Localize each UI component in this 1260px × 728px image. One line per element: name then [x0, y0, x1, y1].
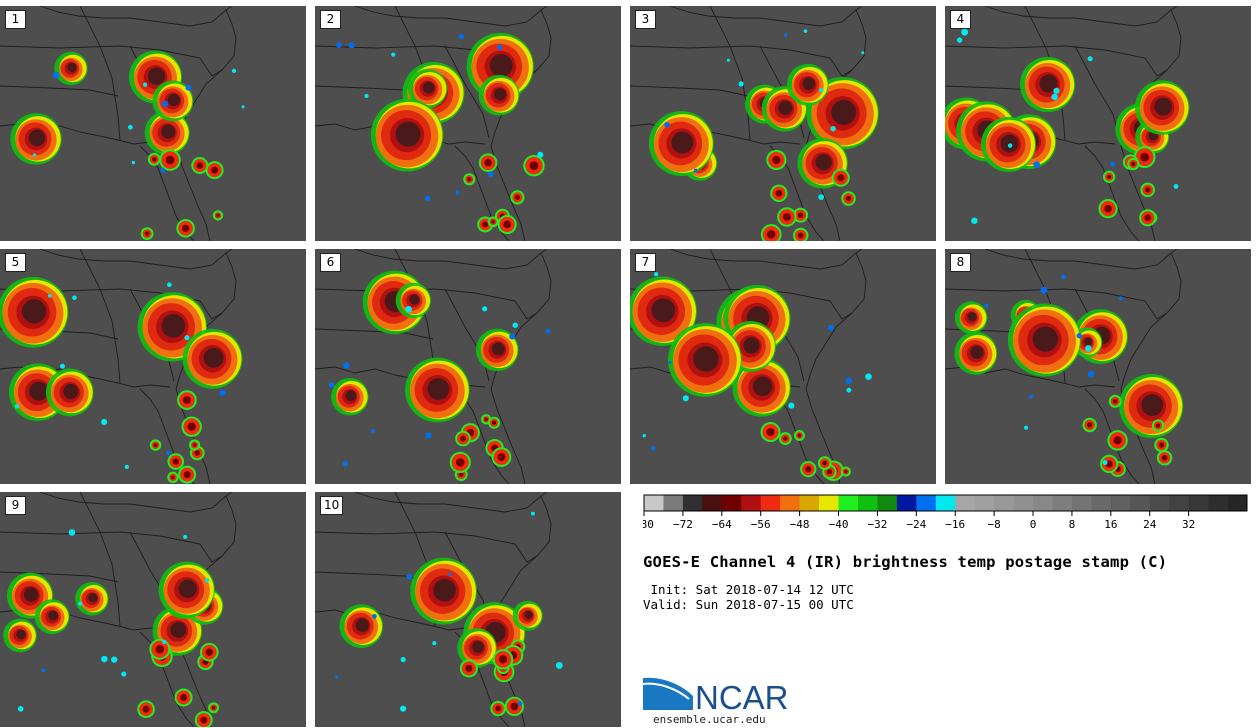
- colorbar-swatch: [974, 495, 995, 511]
- colorbar-swatch: [1169, 495, 1189, 511]
- colorbar-swatch: [1033, 495, 1053, 511]
- colorbar-tick-label: 16: [1104, 518, 1117, 531]
- member-label: 1: [5, 10, 26, 29]
- member-label: 5: [5, 253, 26, 272]
- colorbar-swatch: [702, 495, 723, 511]
- colorbar-tick-label: −8: [988, 518, 1001, 531]
- colorbar-swatch: [877, 495, 898, 511]
- stamp-panel-5: 5: [0, 249, 306, 484]
- stamp-panel-10: 10: [315, 492, 621, 727]
- stamp-panel-2: 2: [315, 6, 621, 241]
- ncar-logo-text: NCAR: [695, 679, 789, 715]
- colorbar-swatch: [955, 495, 975, 511]
- colorbar-swatch: [780, 495, 800, 511]
- colorbar-tick-label: −80: [643, 518, 654, 531]
- member-label: 4: [950, 10, 971, 29]
- colorbar-tick-label: −32: [867, 518, 887, 531]
- colorbar-swatch: [1188, 495, 1209, 511]
- ncar-logo: NCAR: [643, 677, 789, 715]
- colorbar-swatch: [1091, 495, 1112, 511]
- member-label: 6: [320, 253, 341, 272]
- colorbar-tick-label: −72: [673, 518, 693, 531]
- colorbar-swatch: [896, 495, 917, 511]
- colorbar-swatch: [1013, 495, 1034, 511]
- colorbar-tick-label: 8: [1069, 518, 1076, 531]
- member-label: 7: [635, 253, 656, 272]
- colorbar-swatch: [682, 495, 703, 511]
- colorbar-tick-label: 24: [1143, 518, 1157, 531]
- colorbar-swatch: [838, 495, 859, 511]
- colorbar-tick-label: −48: [790, 518, 810, 531]
- colorbar-swatch: [1071, 495, 1092, 511]
- colorbar-frame: [643, 494, 1248, 512]
- colorbar-swatch: [935, 495, 956, 511]
- colorbar-swatch: [1052, 495, 1073, 511]
- colorbar-tick-label: 0: [1030, 518, 1037, 531]
- colorbar-swatch: [644, 495, 664, 511]
- ncar-swoosh-icon: [643, 677, 693, 710]
- colorbar-swatch: [1130, 495, 1151, 511]
- init-time: Init: Sat 2018-07-14 12 UTC: [643, 582, 854, 597]
- colorbar-tick-label: −16: [945, 518, 965, 531]
- colorbar-tick-label: −56: [751, 518, 771, 531]
- colorbar-swatch: [1110, 495, 1131, 511]
- colorbar-swatch: [741, 495, 762, 511]
- colorbar-tick-label: −24: [906, 518, 926, 531]
- colorbar-swatch: [760, 495, 781, 511]
- colorbar-tick-label: −64: [712, 518, 732, 531]
- colorbar-tick-label: 32: [1182, 518, 1195, 531]
- logo-url: ensemble.ucar.edu: [653, 713, 766, 726]
- colorbar-swatch: [799, 495, 820, 511]
- member-label: 10: [320, 496, 344, 515]
- colorbar-tick-label: −40: [829, 518, 849, 531]
- colorbar-swatch: [663, 495, 684, 511]
- colorbar-swatch: [994, 495, 1014, 511]
- member-label: 3: [635, 10, 656, 29]
- colorbar-swatch: [1149, 495, 1170, 511]
- colorbar-swatch: [1227, 495, 1248, 511]
- colorbar-swatch: [1208, 495, 1228, 511]
- colorbar-swatch: [819, 495, 839, 511]
- member-label: 8: [950, 253, 971, 272]
- chart-title: GOES-E Channel 4 (IR) brightness temp po…: [643, 553, 1168, 571]
- stamp-panel-4: 4: [945, 6, 1251, 241]
- member-label: 2: [320, 10, 341, 29]
- stamp-panel-3: 3: [630, 6, 936, 241]
- stamp-panel-6: 6: [315, 249, 621, 484]
- colorbar-swatch: [916, 495, 937, 511]
- colorbar-swatch: [721, 495, 742, 511]
- colorbar-swatch: [857, 495, 878, 511]
- stamp-panel-1: 1: [0, 6, 306, 241]
- stamp-panel-9: 9: [0, 492, 306, 727]
- member-label: 9: [5, 496, 26, 515]
- stamp-panel-7: 7: [630, 249, 936, 484]
- stamp-panel-8: 8: [945, 249, 1251, 484]
- valid-time: Valid: Sun 2018-07-15 00 UTC: [643, 597, 854, 612]
